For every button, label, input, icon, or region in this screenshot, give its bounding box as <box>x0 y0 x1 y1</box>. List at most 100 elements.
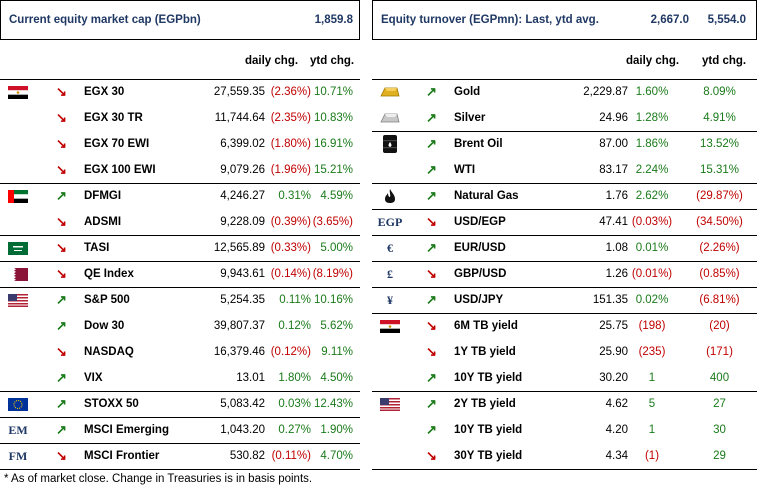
equity-ytd-change: 4.59% <box>320 190 353 202</box>
arrow-down-icon: ↘ <box>426 318 437 333</box>
market-row: ↗ 10Y TB yield 4.20 1 30 <box>372 417 757 443</box>
equity-ytd-change: 15.21% <box>313 164 353 176</box>
equity-ytd-change: 10.83% <box>313 112 353 124</box>
arrow-up-icon: ↗ <box>426 422 437 437</box>
arrow-down-icon: ↘ <box>426 448 437 463</box>
equity-row: ↘ EGX 100 EWI 9,079.26 (1.96%) 15.21% <box>0 157 360 183</box>
equity-name: S&P 500 <box>84 294 130 306</box>
arrow-up-icon: ↗ <box>426 396 437 411</box>
equity-ytd-change: (3.65%) <box>312 216 353 228</box>
equity-name: TASI <box>84 242 110 254</box>
equity-name: QE Index <box>84 268 134 280</box>
market-value: 4.20 <box>605 424 628 436</box>
market-name: 10Y TB yield <box>454 372 523 384</box>
equity-row: ↗ DFMGI 4,246.27 0.31% 4.59% <box>0 183 360 209</box>
market-row: ↘ 6M TB yield 25.75 (198) (20) <box>372 313 757 339</box>
row-separator <box>0 417 360 418</box>
equity-row: ↗ VIX 13.01 1.80% 4.50% <box>0 365 360 391</box>
market-row: ↗ Gold 2,229.87 1.60% 8.09% <box>372 79 757 105</box>
equity-daily-change: 0.03% <box>278 398 311 410</box>
market-name: GBP/USD <box>454 268 507 280</box>
equity-name: EGX 70 EWI <box>84 138 150 150</box>
arrow-down-icon: ↘ <box>56 162 67 177</box>
row-separator <box>0 443 360 444</box>
left-daily-col-header: daily chg. <box>245 55 299 67</box>
row-separator <box>372 235 757 236</box>
market-daily-change: 1 <box>648 372 656 384</box>
equity-ytd-change: 4.50% <box>320 372 353 384</box>
equity-ytd-change: (8.19%) <box>312 268 353 280</box>
arrow-up-icon: ↗ <box>426 370 437 385</box>
market-daily-change: (198) <box>638 320 666 332</box>
arrow-up-icon: ↗ <box>426 136 437 151</box>
equity-daily-change: (0.11%) <box>271 450 311 462</box>
equity-row: ↘ EGX 30 TR 11,744.64 (2.35%) 10.83% <box>0 105 360 131</box>
equity-daily-change: (0.12%) <box>270 346 311 358</box>
gold-bar-icon <box>376 79 404 105</box>
arrow-up-icon: ↗ <box>426 110 437 125</box>
market-ytd-change: (34.50%) <box>696 216 743 228</box>
market-value: 1.76 <box>605 190 628 202</box>
arrow-down-icon: ↘ <box>426 266 437 281</box>
row-separator <box>0 391 360 392</box>
market-name: Silver <box>454 112 486 124</box>
row-separator <box>372 79 757 80</box>
equity-row: ↗ S&P 500 5,254.35 0.11% 10.16% <box>0 287 360 313</box>
arrow-down-icon: ↘ <box>56 448 67 463</box>
equity-value: 9,228.09 <box>220 216 265 228</box>
equity-row: FM ↘ MSCI Frontier 530.82 (0.11%) 4.70% <box>0 443 360 469</box>
equity-value: 9,079.26 <box>220 164 265 176</box>
right-header-title: Equity turnover (EGPmn): Last, ytd avg. <box>381 14 599 26</box>
equity-name: VIX <box>84 372 103 384</box>
market-ytd-change: 13.52% <box>699 138 739 150</box>
equity-name: Dow 30 <box>84 320 125 332</box>
market-daily-change: 1.28% <box>635 112 669 124</box>
left-ytd-col-header: ytd chg. <box>310 55 355 67</box>
equity-daily-change: (0.39%) <box>270 216 311 228</box>
egypt-flag-icon <box>376 313 404 339</box>
market-row: ↗ Brent Oil 87.00 1.86% 13.52% <box>372 131 757 157</box>
market-row: ↘ 1Y TB yield 25.90 (235) (171) <box>372 339 757 365</box>
market-ytd-change: 8.09% <box>703 86 736 98</box>
market-daily-change: (1) <box>644 450 660 462</box>
equity-row: ↗ STOXX 50 5,083.42 0.03% 12.43% <box>0 391 360 417</box>
equity-value: 4,246.27 <box>220 190 265 202</box>
arrow-down-icon: ↘ <box>56 136 67 151</box>
flame-icon <box>376 183 404 209</box>
row-separator <box>372 469 757 470</box>
arrow-up-icon: ↗ <box>56 292 67 307</box>
market-daily-change: (0.01%) <box>631 268 673 280</box>
market-daily-change: 1.60% <box>635 86 669 98</box>
equity-daily-change: (0.14%) <box>270 268 311 280</box>
market-ytd-change: (2.26%) <box>699 242 740 254</box>
market-name: 30Y TB yield <box>454 450 523 462</box>
equity-daily-change: (2.35%) <box>270 112 311 124</box>
market-ytd-change: 4.91% <box>703 112 736 124</box>
market-daily-change: 1.86% <box>635 138 669 150</box>
equity-daily-change: (0.33%) <box>270 242 311 254</box>
row-separator <box>372 391 757 392</box>
equity-value: 530.82 <box>229 450 265 462</box>
market-ytd-change: 15.31% <box>699 164 739 176</box>
market-name: EUR/USD <box>454 242 506 254</box>
row-separator <box>0 469 360 470</box>
egp-text-icon: EGP <box>377 215 403 229</box>
arrow-up-icon: ↗ <box>56 370 67 385</box>
market-ytd-change: 27 <box>713 398 726 410</box>
usa-flag-icon <box>376 391 404 417</box>
arrow-down-icon: ↘ <box>56 84 67 99</box>
equity-daily-change: (1.80%) <box>270 138 311 150</box>
market-value: 151.35 <box>592 294 628 306</box>
equity-value: 9,943.61 <box>220 268 265 280</box>
row-separator <box>0 183 360 184</box>
commodities-fx-yields-table: ↗ Gold 2,229.87 1.60% 8.09% ↗ Silver 24.96 1.28%… <box>372 79 757 470</box>
market-daily-change: 0.02% <box>635 294 669 306</box>
market-value: 30.20 <box>599 372 628 384</box>
equity-ytd-change: 9.11% <box>321 346 353 358</box>
market-name: USD/EGP <box>454 216 506 228</box>
market-ytd-change: (171) <box>706 346 733 358</box>
market-ytd-change: (29.87%) <box>696 190 743 202</box>
market-ytd-change: (6.81%) <box>699 294 740 306</box>
equity-value: 12,565.89 <box>213 242 265 254</box>
right-header: Equity turnover (EGPmn): Last, ytd avg. … <box>372 0 757 40</box>
